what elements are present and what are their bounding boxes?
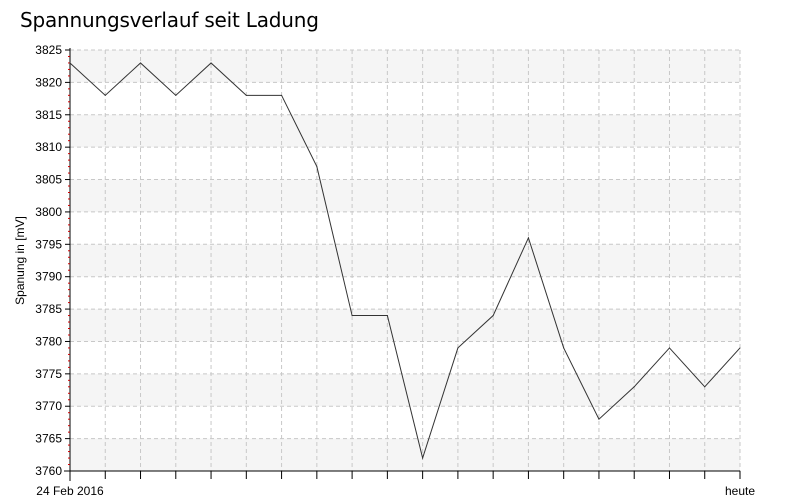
data-points [69,62,741,459]
background-band [70,244,740,277]
background-band [70,50,740,83]
data-point [563,347,565,349]
background-band [70,373,740,407]
y-tick-label: 3825 [35,43,62,57]
data-point [739,347,741,349]
data-point [598,418,600,420]
background-band [70,114,740,148]
data-point [175,94,177,96]
voltage-series-line [69,62,741,460]
y-tick-label: 3760 [35,464,62,478]
data-point [210,62,212,64]
data-point [527,237,529,239]
x-tick-label-end: heute [725,484,755,498]
data-point [245,94,247,96]
x-tick-marks [69,471,741,479]
data-point [668,347,670,349]
chart-title: Spannungsverlauf seit Ladung [20,8,319,32]
data-point [492,315,494,317]
data-point [457,347,459,349]
background-bands [70,50,740,471]
y-tick-label: 3790 [35,270,62,284]
y-axis-label: Spanung in [mV] [13,216,27,305]
data-point [104,94,106,96]
axes [64,48,740,481]
data-point [69,62,71,64]
background-band [70,438,740,471]
data-point [386,315,388,317]
data-point [316,166,318,168]
y-tick-label: 3775 [35,367,62,381]
y-tick-labels: 3760 3765 3770 3775 3780 3785 3790 3795 3800 3805… [35,43,70,478]
y-tick-label: 3810 [35,140,62,154]
y-tick-label: 3815 [35,108,62,122]
grid-lines [70,49,741,472]
data-point [281,94,283,96]
data-point [633,386,635,388]
y-tick-label: 3800 [35,205,62,219]
y-tick-label: 3770 [35,399,62,413]
y-tick-label: 3780 [35,334,62,348]
data-point [351,315,353,317]
y-tick-label: 3765 [35,432,62,446]
background-band [70,309,740,342]
y-tick-label: 3820 [35,75,62,89]
data-point [422,457,424,459]
y-tick-label: 3805 [35,173,62,187]
background-band [70,179,740,212]
y-tick-label: 3785 [35,302,62,316]
y-tick-label: 3795 [35,237,62,251]
data-point [704,386,706,388]
x-tick-label-start: 24 Feb 2016 [36,484,104,498]
data-point [140,62,142,64]
